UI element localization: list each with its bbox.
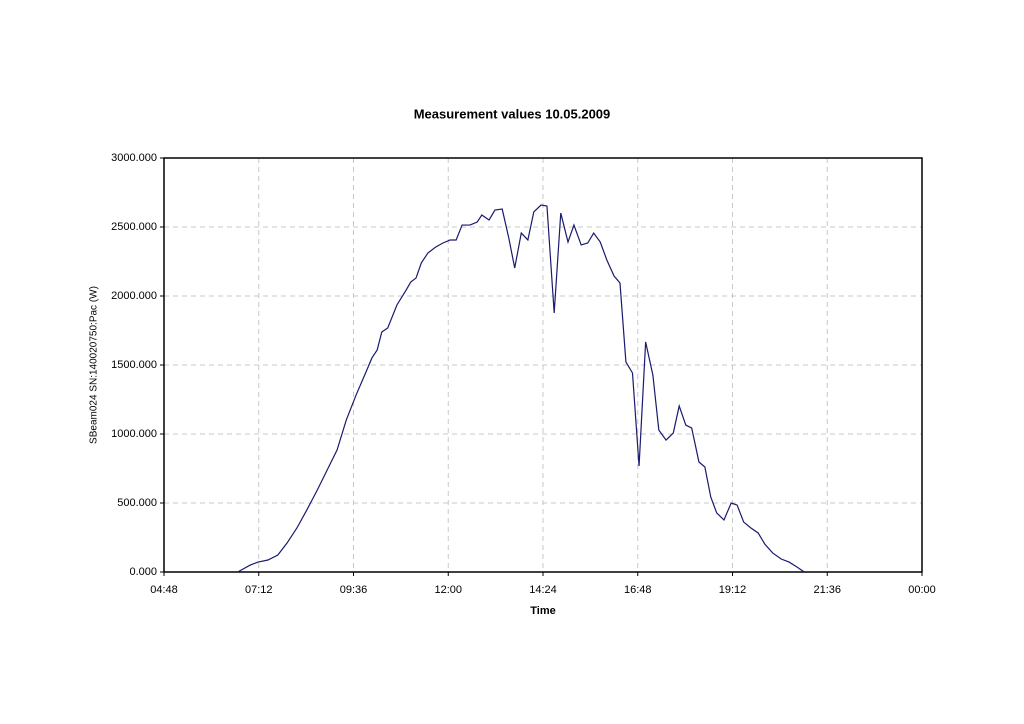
y-tick-label: 0.000: [129, 566, 157, 578]
y-tick-label: 3000.000: [111, 152, 157, 164]
x-tick-label: 12:00: [434, 584, 462, 596]
x-tick-label: 09:36: [340, 584, 368, 596]
x-tick-label: 16:48: [624, 584, 652, 596]
plot-frame: [163, 157, 923, 573]
y-tick-label: 2500.000: [111, 221, 157, 233]
x-tick-label: 00:00: [908, 584, 936, 596]
chart-title: Measurement values 10.05.2009: [414, 106, 611, 121]
y-tick-label: 1500.000: [111, 359, 157, 371]
data-line: [237, 204, 805, 573]
x-tick-label: 19:12: [719, 584, 747, 596]
y-tick-label: 2000.000: [111, 290, 157, 302]
x-tick-label: 07:12: [245, 584, 273, 596]
x-axis-label: Time: [530, 605, 555, 617]
x-tick-label: 14:24: [529, 584, 557, 596]
x-tick-label: 04:48: [150, 584, 178, 596]
y-tick-label: 500.000: [117, 497, 157, 509]
x-tick-label: 21:36: [813, 584, 841, 596]
y-axis-label: SBeam024 SN:140020750:Pac (W): [89, 286, 100, 444]
y-tick-label: 1000.000: [111, 428, 157, 440]
